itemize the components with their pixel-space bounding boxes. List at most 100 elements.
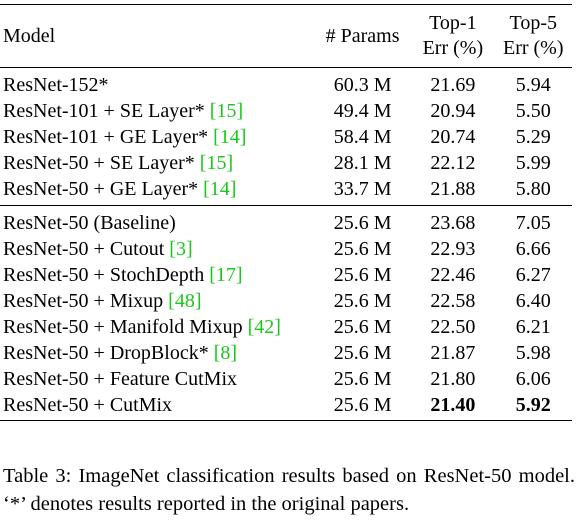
- cell-top5: 6.27: [515, 264, 551, 286]
- cell-top5: 5.29: [515, 126, 551, 148]
- cell-params: 28.1 M: [333, 152, 392, 174]
- citation-link[interactable]: [15]: [199, 152, 234, 174]
- cell-top1: 22.12: [430, 152, 476, 174]
- citation-link[interactable]: [15]: [209, 100, 244, 122]
- header-top5: Top-5 Err (%): [494, 4, 572, 68]
- cell-top5: 6.21: [515, 316, 551, 338]
- model-name: ResNet-50 + SE Layer*: [3, 152, 195, 174]
- cell-model: ResNet-50 + Manifold Mixup [42]: [0, 314, 314, 340]
- cell-model: ResNet-50 + SE Layer* [15]: [0, 150, 314, 176]
- cell-top1: 21.80: [430, 368, 476, 390]
- model-name: ResNet-50 + CutMix: [3, 394, 173, 416]
- header-top1: Top-1 Err (%): [411, 4, 495, 68]
- table-row: ResNet-101 + SE Layer* [15] 49.4 M 20.94 5.…: [0, 98, 572, 124]
- cell-model: ResNet-50 + Feature CutMix: [0, 366, 314, 392]
- cell-params: 25.6 M: [333, 368, 392, 390]
- cell-top5: 6.40: [515, 290, 551, 312]
- cell-top5: 5.99: [515, 152, 551, 174]
- cell-top5: 5.94: [515, 74, 551, 96]
- cell-top5: 5.50: [515, 100, 551, 122]
- cell-params: 25.6 M: [333, 290, 392, 312]
- table-row: ResNet-50 + SE Layer* [15] 28.1 M 22.12 5.9…: [0, 150, 572, 176]
- model-name: ResNet-101 + GE Layer*: [3, 126, 209, 148]
- table-row: ResNet-50 + CutMix 25.6 M 21.40 5.92: [0, 392, 572, 421]
- citation-link[interactable]: [3]: [169, 238, 193, 260]
- model-name: ResNet-50 + GE Layer*: [3, 178, 199, 200]
- table-row: ResNet-50 + StochDepth [17] 25.6 M 22.46 6.…: [0, 262, 572, 288]
- header-top5-line2: Err (%): [502, 37, 564, 59]
- model-name: ResNet-50 (Baseline): [3, 212, 176, 234]
- model-name: ResNet-152*: [3, 74, 109, 96]
- cell-top1: 20.94: [430, 100, 476, 122]
- cell-top1: 21.87: [430, 342, 476, 364]
- citation-link[interactable]: [8]: [213, 342, 238, 364]
- model-name: ResNet-50 + Manifold Mixup: [3, 316, 243, 338]
- cell-top5: 5.98: [515, 342, 551, 364]
- cell-params: 60.3 M: [333, 74, 392, 96]
- table-row: ResNet-152* 60.3 M 21.69 5.94: [0, 68, 572, 99]
- citation-link[interactable]: [17]: [209, 264, 243, 286]
- cell-params: 25.6 M: [333, 212, 392, 234]
- cell-top1: 22.50: [430, 316, 476, 338]
- cell-top1: 22.58: [430, 290, 476, 312]
- table-row: ResNet-50 + Manifold Mixup [42] 25.6 M 22.…: [0, 314, 572, 340]
- header-top1-line2: Err (%): [422, 37, 484, 59]
- cell-params: 33.7 M: [313, 176, 412, 206]
- cell-params: 25.6 M: [333, 238, 392, 260]
- cell-params: 25.6 M: [313, 392, 412, 421]
- cell-top1: 23.68: [430, 212, 476, 234]
- cell-model: ResNet-50 (Baseline): [0, 206, 314, 237]
- cell-model: ResNet-152*: [0, 68, 314, 99]
- cell-model: ResNet-50 + CutMix: [0, 392, 314, 421]
- cell-params: 25.6 M: [333, 264, 392, 286]
- table-row: ResNet-50 (Baseline) 25.6 M 23.68 7.05: [0, 206, 572, 237]
- cell-top1: 22.93: [430, 238, 476, 260]
- table-caption: Table 3: ImageNet classification results…: [3, 465, 575, 515]
- cell-model: ResNet-101 + SE Layer* [15]: [0, 98, 314, 124]
- cell-model: ResNet-101 + GE Layer* [14]: [0, 124, 314, 150]
- cell-params: 49.4 M: [333, 100, 392, 122]
- results-table: Model # Params Top-1 Err (%) Top-5 Err (…: [0, 4, 572, 421]
- cell-top5: 6.66: [515, 238, 551, 260]
- header-model: Model: [0, 4, 314, 68]
- model-name: ResNet-50 + Cutout: [3, 238, 165, 260]
- results-table-container: Model # Params Top-1 Err (%) Top-5 Err (…: [0, 4, 578, 421]
- model-name: ResNet-101 + SE Layer*: [3, 100, 205, 122]
- table-row: ResNet-50 + Mixup [48] 25.6 M 22.58 6.40: [0, 288, 572, 314]
- table-row: ResNet-101 + GE Layer* [14] 58.4 M 20.74 5.…: [0, 124, 572, 150]
- cell-top1: 21.69: [430, 74, 476, 96]
- model-name: ResNet-50 + Feature CutMix: [3, 368, 238, 390]
- cell-model: ResNet-50 + GE Layer* [14]: [0, 176, 314, 206]
- citation-link[interactable]: [42]: [247, 316, 281, 338]
- cell-params: 25.6 M: [333, 342, 392, 364]
- table-row: ResNet-50 + DropBlock* [8] 25.6 M 21.87 5.9…: [0, 340, 572, 366]
- model-name: ResNet-50 + DropBlock*: [3, 342, 209, 364]
- cell-model: ResNet-50 + Mixup [48]: [0, 288, 314, 314]
- table-group-2: ResNet-50 (Baseline) 25.6 M 23.68 7.05 ResNe…: [0, 206, 572, 421]
- table-row: ResNet-50 + GE Layer* [14] 33.7 M 21.88 5.8…: [0, 176, 572, 206]
- cell-top5: 7.05: [515, 212, 551, 234]
- cell-top1: 21.88: [411, 176, 495, 206]
- citation-link[interactable]: [14]: [203, 178, 237, 200]
- table-row: ResNet-50 + Cutout [3] 25.6 M 22.93 6.66: [0, 236, 572, 262]
- table-group-1: ResNet-152* 60.3 M 21.69 5.94 ResNet-101 + S…: [0, 68, 572, 206]
- model-name: ResNet-50 + StochDepth: [3, 264, 205, 286]
- cell-top5: 5.92: [494, 392, 572, 421]
- cell-model: ResNet-50 + Cutout [3]: [0, 236, 314, 262]
- header-params: # Params: [313, 4, 412, 68]
- model-name: ResNet-50 + Mixup: [3, 290, 164, 312]
- cell-params: 25.6 M: [333, 316, 392, 338]
- cell-model: ResNet-50 + StochDepth [17]: [0, 262, 314, 288]
- table-row: ResNet-50 + Feature CutMix 25.6 M 21.80 6.0…: [0, 366, 572, 392]
- cell-top1: 22.46: [430, 264, 476, 286]
- citation-link[interactable]: [48]: [168, 290, 202, 312]
- header-top1-line1: Top-1: [429, 12, 477, 34]
- table-header: Model # Params Top-1 Err (%) Top-5 Err (…: [0, 4, 572, 68]
- cell-params: 58.4 M: [333, 126, 392, 148]
- cell-top5: 5.80: [494, 176, 572, 206]
- cell-top1: 21.40: [411, 392, 495, 421]
- citation-link[interactable]: [14]: [213, 126, 247, 148]
- header-row: Model # Params Top-1 Err (%) Top-5 Err (…: [0, 4, 572, 68]
- cell-model: ResNet-50 + DropBlock* [8]: [0, 340, 314, 366]
- cell-top1: 20.74: [430, 126, 476, 148]
